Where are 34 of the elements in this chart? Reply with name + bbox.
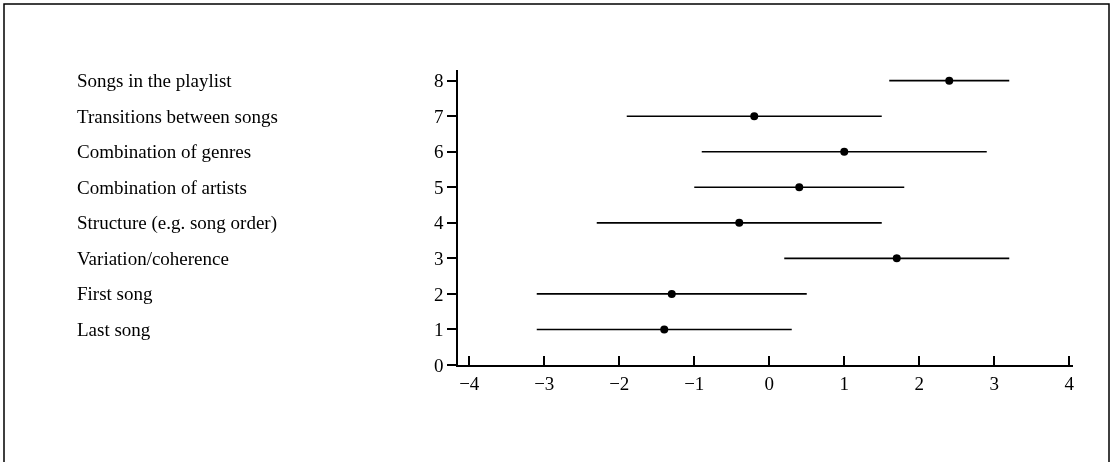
point <box>892 254 901 263</box>
text: Structure (e.g. song order) <box>77 212 277 234</box>
y-tick-label: 0 <box>433 354 444 376</box>
text: Combination of genres <box>77 141 252 162</box>
y-tick-label: 6 <box>433 141 444 163</box>
x-tick-label: 1 <box>839 372 849 394</box>
y-tick-label: 5 <box>433 176 444 198</box>
x-tick-label: −2 <box>609 372 630 394</box>
x-tick-label: −4 <box>459 372 480 394</box>
x-tick-label: −3 <box>534 372 555 394</box>
text: Songs in the playlist <box>77 70 233 91</box>
x-tick-label: 3 <box>989 372 999 394</box>
y-tick-label: 4 <box>433 212 444 234</box>
point <box>945 76 954 85</box>
text: Variation/coherence <box>77 248 229 269</box>
text: First song <box>77 283 153 304</box>
y-tick-label: 2 <box>433 283 444 305</box>
x-tick-label: 2 <box>914 372 924 394</box>
y-tick-label: 8 <box>433 70 444 92</box>
text: Combination of artists <box>77 177 247 198</box>
text: Last song <box>77 319 151 340</box>
point <box>795 183 804 192</box>
point <box>735 218 744 227</box>
x-tick-label: 4 <box>1064 372 1075 394</box>
point <box>667 289 676 298</box>
y-tick-label: 7 <box>433 105 444 127</box>
y-tick-label: 1 <box>433 319 444 341</box>
x-tick-label: 0 <box>764 372 774 394</box>
text: Transitions between songs <box>77 106 278 127</box>
y-tick-label: 3 <box>433 248 444 270</box>
point <box>660 325 669 334</box>
point <box>840 147 849 156</box>
x-tick-label: −1 <box>684 372 705 394</box>
point <box>750 112 759 121</box>
